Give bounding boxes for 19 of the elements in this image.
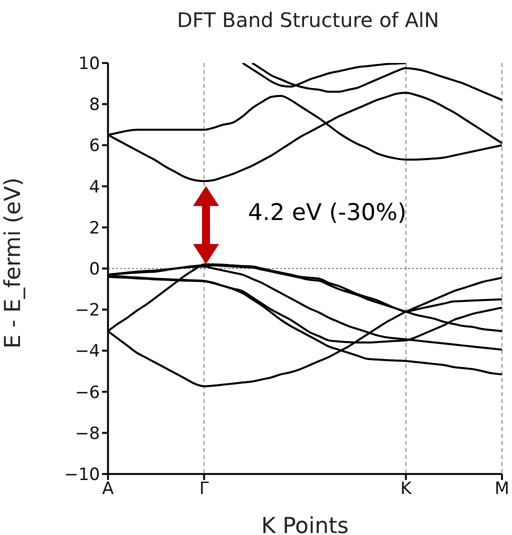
y-tick-label: −4 bbox=[74, 342, 100, 362]
y-axis-title: E - E_fermi (eV) bbox=[0, 178, 26, 348]
y-tick-label: 8 bbox=[89, 95, 100, 116]
x-tick-label: Γ bbox=[199, 479, 210, 500]
chart-title: DFT Band Structure of AlN bbox=[176, 8, 440, 32]
x-tick-label: M bbox=[494, 479, 510, 500]
y-tick-label: −8 bbox=[74, 424, 100, 444]
y-tick-label: 4 bbox=[89, 177, 100, 198]
x-axis-title: K Points bbox=[261, 514, 349, 535]
y-tick-label: −2 bbox=[74, 300, 100, 321]
y-tick-label: 2 bbox=[89, 218, 100, 238]
y-tick-label: 10 bbox=[78, 54, 100, 74]
y-tick-label: 0 bbox=[89, 260, 100, 280]
x-tick-label: A bbox=[102, 479, 114, 500]
y-tick-label: −6 bbox=[74, 382, 100, 403]
y-tick-label: 6 bbox=[89, 136, 100, 156]
y-tick-label: −10 bbox=[64, 465, 100, 486]
annotation: 4.2 eV (-30%) bbox=[248, 200, 406, 226]
x-tick-label: K bbox=[400, 479, 412, 500]
